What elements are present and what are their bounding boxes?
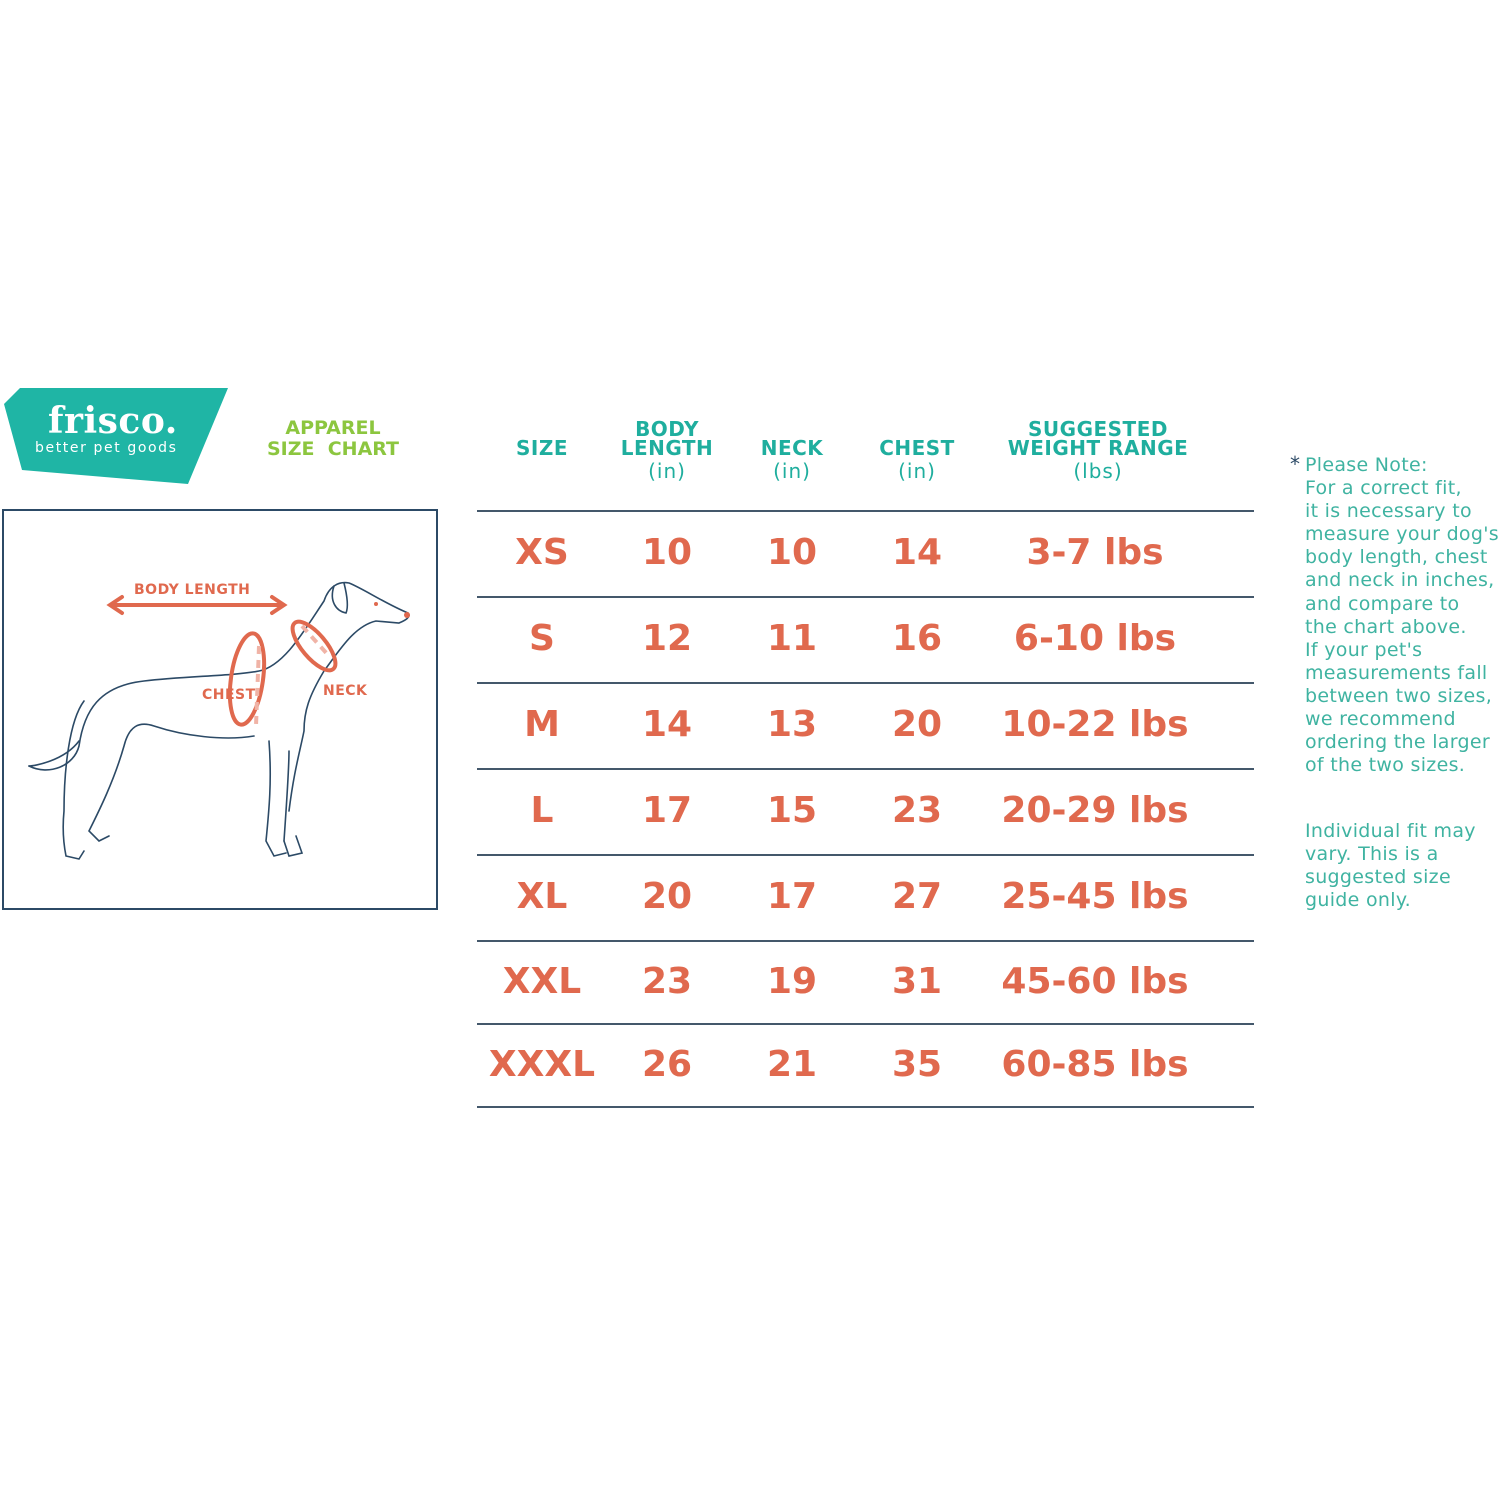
size-cell: S xyxy=(529,618,555,659)
size-cell: XXXL xyxy=(488,1043,596,1085)
size-cell: XXL xyxy=(502,960,582,1002)
chest-label: CHEST xyxy=(202,687,256,703)
neck-label: NECK xyxy=(323,683,368,699)
header-body-length: BODY LENGTH (in) xyxy=(607,417,727,484)
weight-range-cell: 10-22 lbs xyxy=(1001,704,1189,745)
header-label: SUGGESTED WEIGHT RANGE xyxy=(1007,417,1189,460)
title-line-1: APPAREL xyxy=(285,417,381,439)
header-unit: (in) xyxy=(898,459,936,483)
header-chest: CHEST (in) xyxy=(817,436,1017,484)
chest-cell: 27 xyxy=(891,876,943,917)
chest-cell: 14 xyxy=(891,532,943,573)
chest-cell: 31 xyxy=(891,960,943,1002)
chest-cell: 16 xyxy=(891,618,943,659)
header-label: NECK xyxy=(760,436,824,460)
logo-tagline: better pet goods xyxy=(35,440,178,456)
size-cell: XS xyxy=(515,532,569,573)
body-length-cell: 26 xyxy=(641,1043,693,1085)
header-unit: (in) xyxy=(773,459,811,483)
fit-note: Please Note: For a correct fit, it is ne… xyxy=(1305,454,1499,777)
neck-cell: 13 xyxy=(766,704,818,745)
neck-cell: 11 xyxy=(766,618,818,659)
body-length-cell: 14 xyxy=(641,704,693,745)
body-length-cell: 23 xyxy=(641,960,693,1002)
header-weight-range: SUGGESTED WEIGHT RANGE (lbs) xyxy=(1003,417,1193,484)
chest-cell: 23 xyxy=(891,790,943,831)
size-cell: XL xyxy=(516,876,568,917)
header-label: SIZE xyxy=(515,436,568,460)
size-cell: L xyxy=(530,790,554,831)
row-divider xyxy=(477,1023,1254,1025)
header-neck: NECK (in) xyxy=(692,436,892,484)
row-divider xyxy=(477,510,1254,512)
chest-cell: 35 xyxy=(891,1043,943,1085)
row-divider xyxy=(477,1106,1254,1108)
header-label: BODY LENGTH xyxy=(620,417,714,460)
weight-range-cell: 3-7 lbs xyxy=(1026,532,1164,573)
header-label: CHEST xyxy=(879,436,955,460)
chest-cell: 20 xyxy=(891,704,943,745)
neck-cell: 15 xyxy=(766,790,818,831)
body-length-cell: 12 xyxy=(641,618,693,659)
row-divider xyxy=(477,768,1254,770)
page-title: APPAREL SIZE CHART xyxy=(266,418,400,460)
logo-name: frisco. xyxy=(48,400,178,442)
row-divider xyxy=(477,854,1254,856)
header-unit: (lbs) xyxy=(1073,459,1123,483)
body-length-cell: 10 xyxy=(641,532,693,573)
body-length-label: BODY LENGTH xyxy=(134,582,251,598)
title-line-2: SIZE CHART xyxy=(266,438,400,460)
weight-range-cell: 6-10 lbs xyxy=(1013,618,1177,659)
weight-range-cell: 25-45 lbs xyxy=(1001,876,1189,917)
fit-disclaimer: Individual fit may vary. This is a sugge… xyxy=(1305,820,1476,912)
neck-cell: 10 xyxy=(766,532,818,573)
body-length-cell: 20 xyxy=(641,876,693,917)
row-divider xyxy=(477,682,1254,684)
frisco-logo xyxy=(4,388,228,484)
row-divider xyxy=(477,596,1254,598)
weight-range-cell: 45-60 lbs xyxy=(1001,960,1189,1002)
weight-range-cell: 60-85 lbs xyxy=(1001,1043,1189,1085)
asterisk: * xyxy=(1290,452,1300,476)
dog-illustration xyxy=(28,581,410,860)
size-cell: M xyxy=(524,704,560,745)
dog-measurement-figure: BODY LENGTH CHEST NECK xyxy=(2,509,438,910)
neck-cell: 17 xyxy=(766,876,818,917)
neck-cell: 21 xyxy=(766,1043,818,1085)
header-size: SIZE xyxy=(442,436,642,460)
row-divider xyxy=(477,940,1254,942)
body-length-cell: 17 xyxy=(641,790,693,831)
neck-cell: 19 xyxy=(766,960,818,1002)
header-unit: (in) xyxy=(648,459,686,483)
weight-range-cell: 20-29 lbs xyxy=(1001,790,1189,831)
